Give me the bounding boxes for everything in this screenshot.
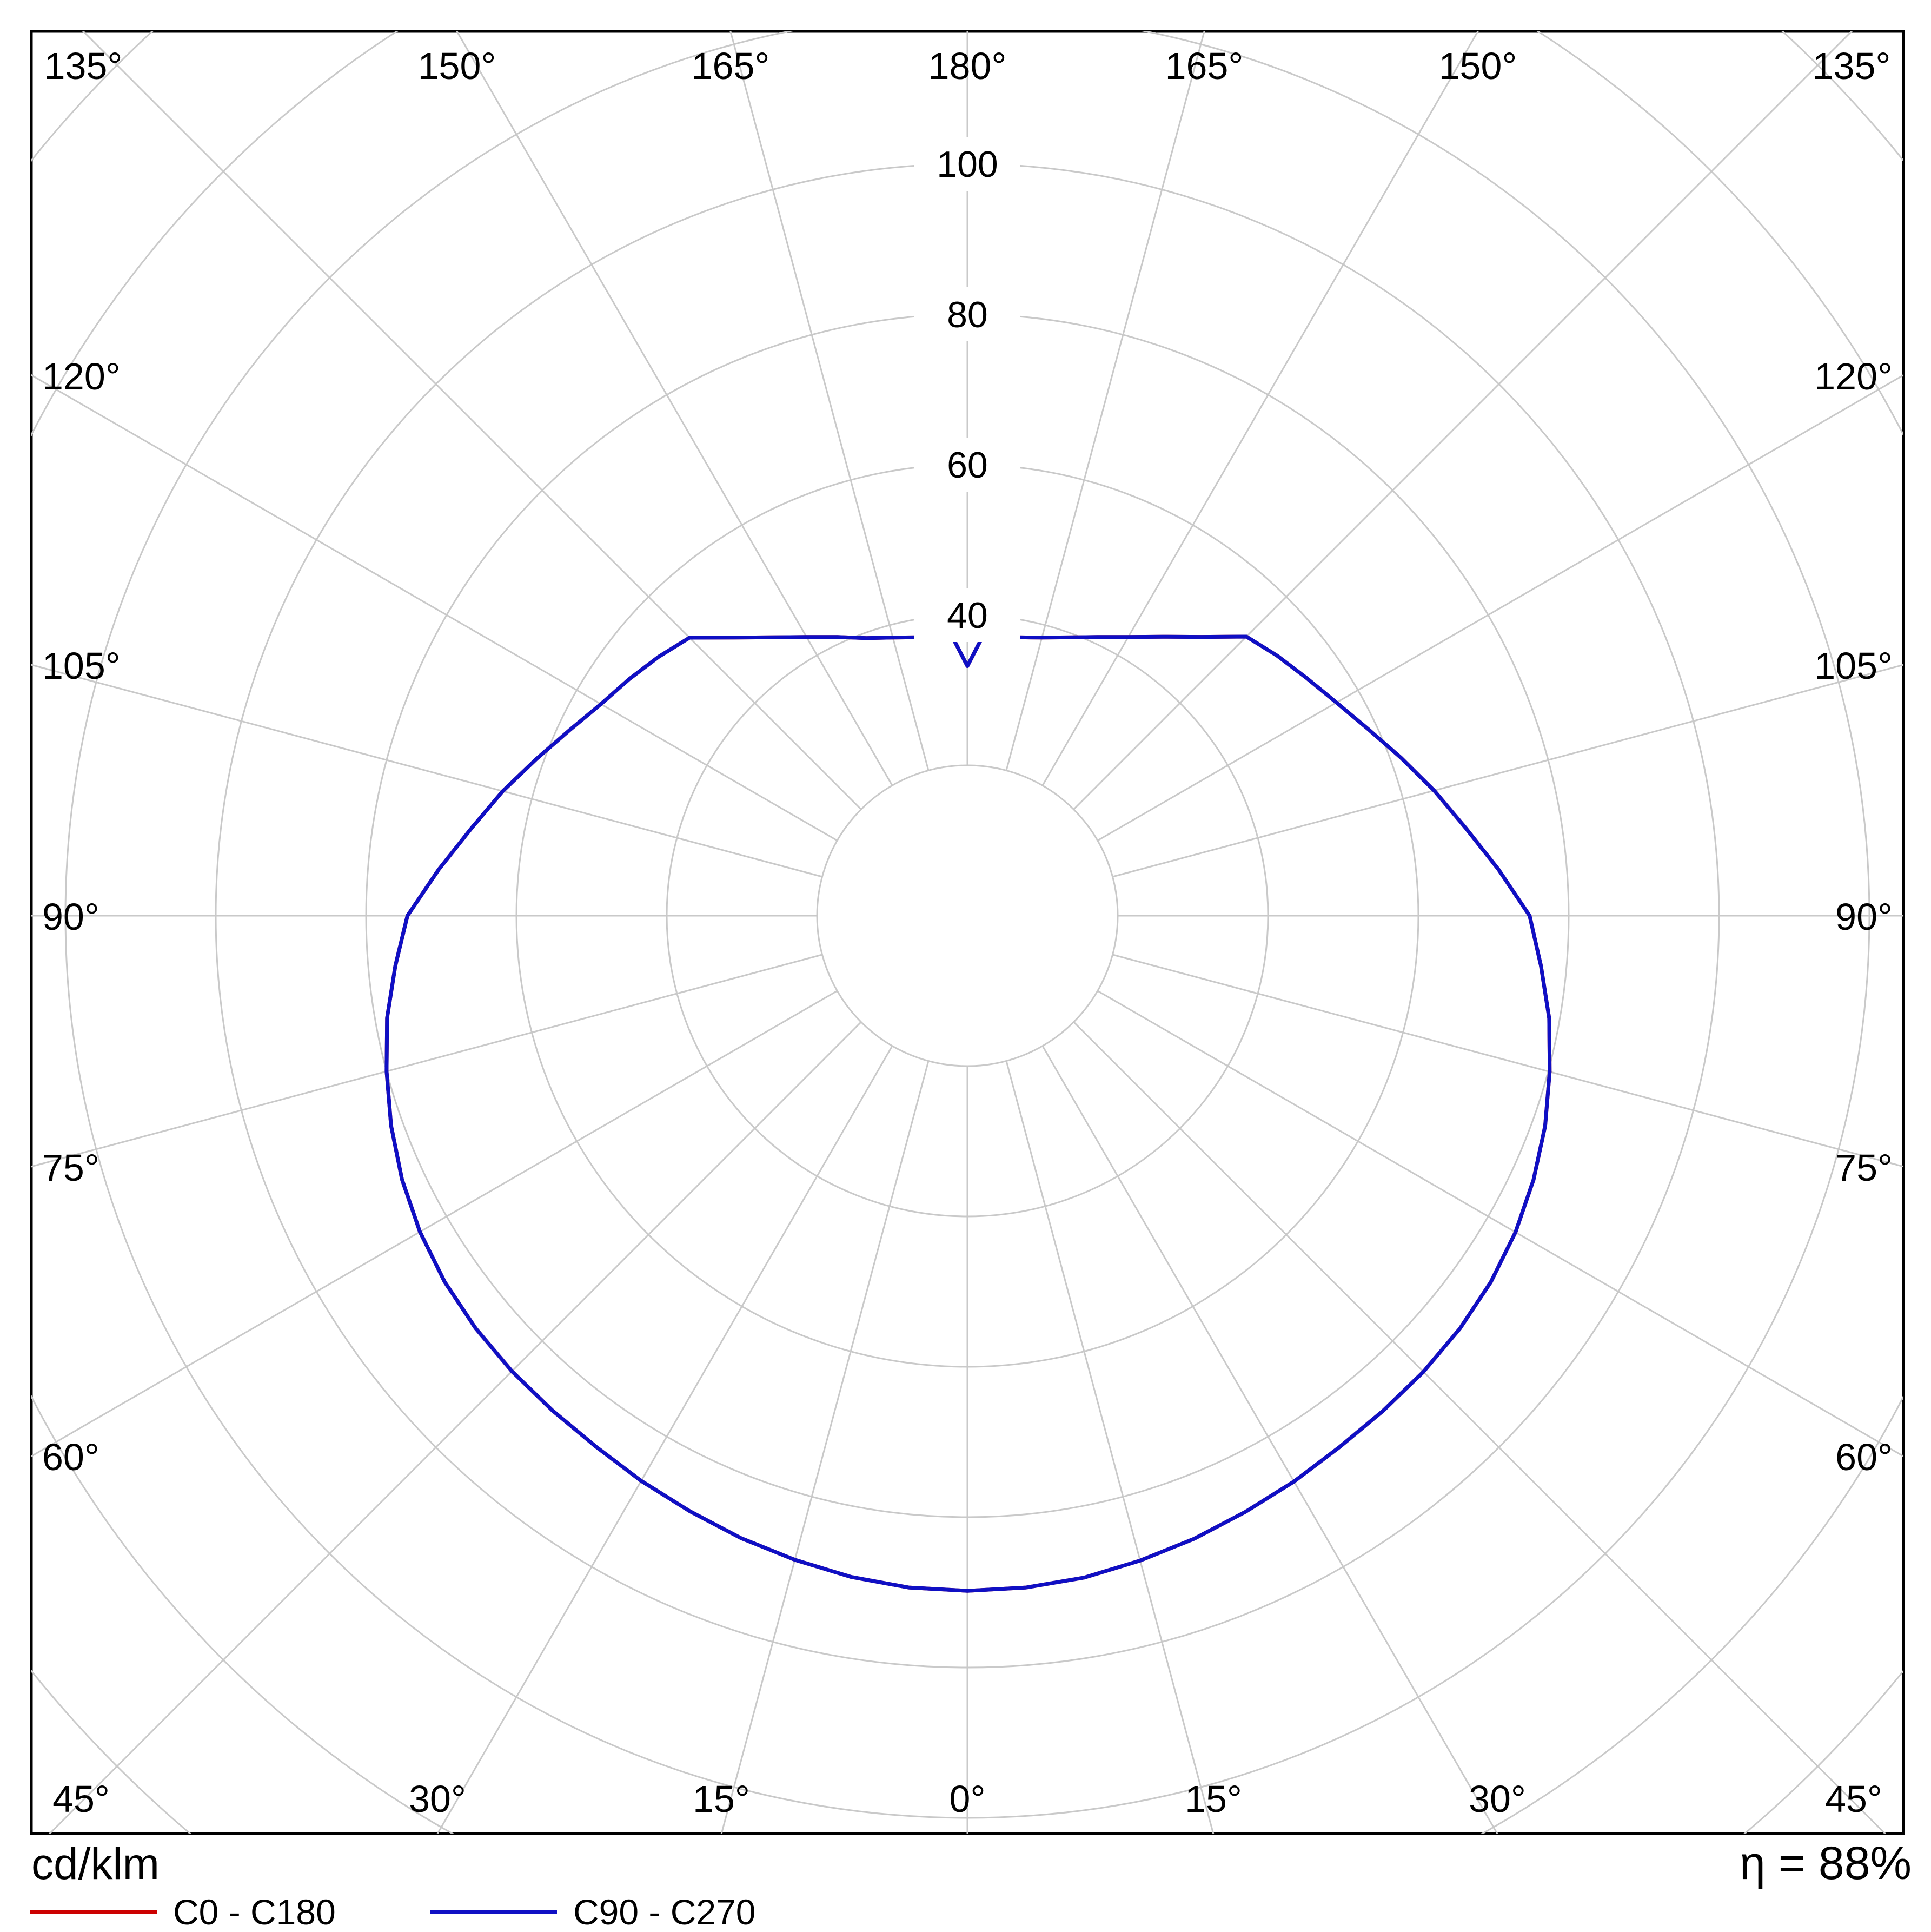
legend-label-c90-c270: C90 - C270 — [573, 1894, 756, 1930]
grid-spoke-225 — [0, 0, 861, 809]
angle-label-75-left: 75° — [42, 1147, 99, 1189]
angle-label-75-right: 75° — [1835, 1147, 1893, 1189]
angle-label-150-right: 150° — [1439, 45, 1517, 87]
radial-tick-label-60: 60 — [947, 445, 988, 486]
grid-spoke-285 — [0, 955, 822, 1280]
legend-item-c90-c270: C90 - C270 — [430, 1894, 756, 1930]
angle-label-105-left: 105° — [42, 645, 121, 687]
grid-spoke-120 — [1098, 213, 1931, 841]
radial-tick-label-100: 100 — [937, 144, 998, 185]
angle-label-60-right: 60° — [1835, 1436, 1893, 1478]
grid-spoke-105 — [1113, 552, 1931, 877]
legend-swatch-c0-c180 — [30, 1910, 157, 1914]
angle-label-165-right: 165° — [1165, 45, 1244, 87]
angle-label-120-right: 120° — [1814, 355, 1893, 398]
angle-label-30-right: 30° — [1469, 1778, 1526, 1820]
radial-tick-label-80: 80 — [947, 294, 988, 335]
grid-spoke-165 — [1006, 0, 1331, 771]
grid-spoke-15 — [1006, 1061, 1331, 1932]
grid-spoke-330 — [264, 1046, 892, 1931]
angle-label-90-right: 90° — [1835, 896, 1893, 938]
angle-label-15-right: 15° — [1185, 1778, 1242, 1820]
grid-spoke-345 — [603, 1061, 928, 1932]
efficiency-label: η = 88% — [1740, 1840, 1912, 1887]
legend-item-c0-c180: C0 - C180 — [30, 1894, 336, 1930]
grid-spoke-75 — [1113, 955, 1931, 1280]
grid-spoke-255 — [0, 552, 822, 877]
radial-tick-label-40: 40 — [947, 595, 988, 636]
grid-spoke-315 — [0, 1022, 861, 1910]
grid-spoke-135 — [1074, 0, 1931, 809]
chart-footer: cd/klm η = 88% C0 - C180 C90 - C270 — [0, 1834, 1931, 1931]
grid-spoke-240 — [0, 213, 837, 841]
unit-label: cd/klm — [31, 1842, 160, 1887]
angle-label-45-right: 45° — [1825, 1778, 1882, 1820]
angle-label-60-left: 60° — [42, 1436, 99, 1478]
angle-label-15-left: 15° — [693, 1778, 750, 1820]
grid-spoke-45 — [1074, 1022, 1931, 1910]
grid-ring-20 — [817, 765, 1118, 1066]
angle-label-120-left: 120° — [42, 355, 121, 398]
angle-label-150-left: 150° — [418, 45, 496, 87]
angle-label-135-right: 135° — [1813, 45, 1891, 87]
angle-label-105-right: 105° — [1814, 645, 1893, 687]
grid-spoke-30 — [1043, 1046, 1670, 1931]
angle-label-90-left: 90° — [42, 896, 99, 938]
angle-label-30-left: 30° — [409, 1778, 466, 1820]
grid-spoke-195 — [603, 0, 928, 771]
legend-swatch-c90-c270 — [430, 1910, 557, 1914]
angle-label-165-left: 165° — [692, 45, 770, 87]
angle-label-45-left: 45° — [52, 1778, 110, 1820]
legend-label-c0-c180: C0 - C180 — [173, 1894, 336, 1930]
angle-label-135-left: 135° — [44, 45, 123, 87]
angle-label-0: 0° — [950, 1778, 986, 1820]
angle-label-180: 180° — [928, 45, 1007, 87]
